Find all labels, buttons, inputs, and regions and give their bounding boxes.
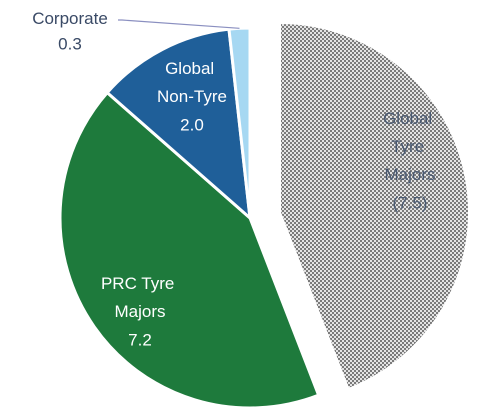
value-label: (7.5) bbox=[393, 193, 428, 212]
pie-slice bbox=[58, 90, 321, 410]
value-label: 2.0 bbox=[180, 115, 204, 134]
pie-slice bbox=[105, 27, 252, 222]
pie-slice bbox=[277, 20, 471, 392]
leader-line bbox=[118, 19, 240, 29]
slice-label: Global Tyre Majors bbox=[383, 109, 437, 184]
slice-label: PRC Tyre Majors bbox=[101, 274, 179, 321]
value-label: 7.2 bbox=[128, 330, 152, 349]
pie-slice bbox=[227, 26, 252, 219]
value-label: 0.3 bbox=[58, 34, 82, 53]
slice-label: Global Non-Tyre bbox=[157, 59, 227, 106]
slice-label: Corporate bbox=[32, 9, 108, 28]
